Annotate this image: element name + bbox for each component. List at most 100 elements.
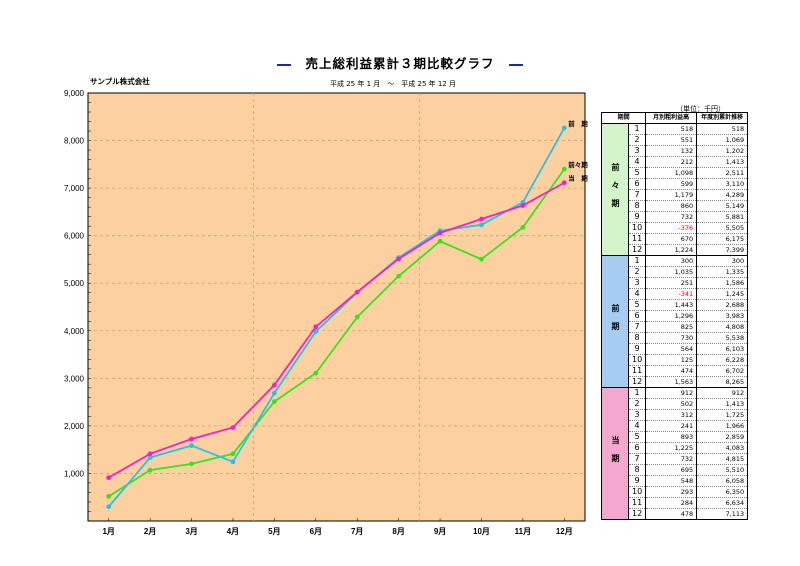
title-dash-left <box>277 63 292 66</box>
data-point <box>396 273 402 279</box>
x-tick-label: 11月 <box>515 527 531 536</box>
y-tick-label: 8,000 <box>64 137 85 146</box>
month-cell: 2 <box>628 266 647 278</box>
table-row: 5 1,443 2,688 <box>602 299 749 311</box>
month-cell: 6 <box>628 442 647 454</box>
month-cell: 12 <box>628 376 647 388</box>
chart-title: 売上総利益累計３期比較グラフ <box>0 53 800 72</box>
data-point <box>313 324 319 330</box>
group-label: 当期 <box>601 387 629 520</box>
table-row: 前々期 1 518 518 <box>601 123 749 256</box>
month-cell: 6 <box>628 310 647 322</box>
x-tick-label: 8月 <box>392 527 404 536</box>
month-cell: 7 <box>628 453 647 465</box>
table-row: 9 548 6,058 <box>602 475 749 487</box>
cumulative-value-cell: 1,586 <box>696 277 749 289</box>
table-row: 当期 1 912 912 <box>601 387 749 520</box>
table-row: 2 551 1,069 <box>602 134 749 146</box>
series-end-label: 前 期 <box>568 119 588 128</box>
month-cell: 7 <box>628 189 647 201</box>
data-point <box>396 256 402 262</box>
monthly-value-cell: 1,179 <box>645 189 698 201</box>
month-cell: 2 <box>628 398 647 410</box>
data-point <box>147 451 153 457</box>
title-dash-right <box>508 63 523 66</box>
month-cell: 11 <box>628 365 647 377</box>
cumulative-value-cell: 1,245 <box>696 288 749 300</box>
monthly-value-cell: 300 <box>645 255 698 267</box>
table-row: 5 893 2,859 <box>602 431 749 443</box>
monthly-value-cell: 893 <box>645 431 698 443</box>
monthly-value-cell: -341 <box>645 288 698 300</box>
month-cell: 8 <box>628 200 647 212</box>
table-header: 月別粗利益高 <box>645 112 698 124</box>
month-cell: 1 <box>628 255 647 267</box>
data-point <box>230 459 236 465</box>
data-point <box>437 238 443 244</box>
data-point <box>189 436 194 442</box>
x-tick-label: 12月 <box>556 527 573 536</box>
cumulative-value-cell: 1,202 <box>696 145 749 157</box>
month-cell: 10 <box>628 354 647 366</box>
table-row: 9 732 5,881 <box>602 211 749 223</box>
month-cell: 5 <box>628 431 647 443</box>
cumulative-value-cell: 6,228 <box>696 354 749 366</box>
data-point <box>271 382 277 388</box>
table-row: 4 212 1,413 <box>602 156 749 168</box>
cumulative-value-cell: 518 <box>696 123 749 135</box>
monthly-value-cell: 1,098 <box>645 167 698 179</box>
table-row: 6 1,225 4,083 <box>602 442 749 454</box>
x-tick-label: 3月 <box>185 527 197 536</box>
table-row: 3 312 1,725 <box>602 409 749 421</box>
cumulative-value-cell: 300 <box>696 255 749 267</box>
table-row: 2 502 1,413 <box>602 398 749 410</box>
table-row: 4 -341 1,245 <box>602 288 749 300</box>
table-row: 10 125 6,228 <box>602 354 749 366</box>
table-row: 12 478 7,113 <box>602 508 749 520</box>
cumulative-value-cell: 1,966 <box>696 420 749 432</box>
group-label: 前々期 <box>601 123 629 256</box>
data-point <box>354 314 360 320</box>
cumulative-value-cell: 6,702 <box>696 365 749 377</box>
monthly-value-cell: 548 <box>645 475 698 487</box>
month-cell: 11 <box>628 497 647 509</box>
data-point <box>230 451 236 457</box>
monthly-value-cell: 1,563 <box>645 376 698 388</box>
cumulative-value-cell: 5,881 <box>696 211 749 223</box>
data-point <box>189 443 194 448</box>
data-point <box>147 467 153 473</box>
cumulative-value-cell: 2,859 <box>696 431 749 443</box>
table-row: 8 860 5,149 <box>602 200 749 212</box>
series-line-1 <box>108 127 566 508</box>
month-cell: 9 <box>628 475 647 487</box>
monthly-value-cell: 251 <box>645 277 698 289</box>
table-row: 11 474 6,702 <box>602 365 749 377</box>
monthly-value-cell: 1,225 <box>645 442 698 454</box>
cumulative-value-cell: 8,265 <box>696 376 749 388</box>
month-cell: 3 <box>628 145 647 157</box>
table-row: 6 1,296 3,983 <box>602 310 749 322</box>
cumulative-value-cell: 5,510 <box>696 464 749 476</box>
table-row: 2 1,035 1,335 <box>602 266 749 278</box>
cumulative-value-cell: 1,413 <box>696 398 749 410</box>
monthly-value-cell: -376 <box>645 222 698 234</box>
month-cell: 3 <box>628 277 647 289</box>
cumulative-value-cell: 4,808 <box>696 321 749 333</box>
data-point <box>520 224 526 230</box>
month-cell: 4 <box>628 288 647 300</box>
cumulative-value-cell: 6,634 <box>696 497 749 509</box>
cumulative-value-cell: 6,175 <box>696 233 749 245</box>
series-line-2 <box>108 181 565 479</box>
cumulative-value-cell: 1,413 <box>696 156 749 168</box>
month-cell: 12 <box>628 244 647 256</box>
table-row: 7 825 4,808 <box>602 321 749 333</box>
monthly-value-cell: 1,443 <box>645 299 698 311</box>
monthly-value-cell: 502 <box>645 398 698 410</box>
data-point <box>313 370 319 376</box>
cumulative-value-cell: 1,725 <box>696 409 749 421</box>
cumulative-value-cell: 2,688 <box>696 299 749 311</box>
data-point <box>354 289 360 295</box>
data-point <box>106 504 112 510</box>
data-point <box>437 230 443 236</box>
month-cell: 1 <box>628 123 647 135</box>
